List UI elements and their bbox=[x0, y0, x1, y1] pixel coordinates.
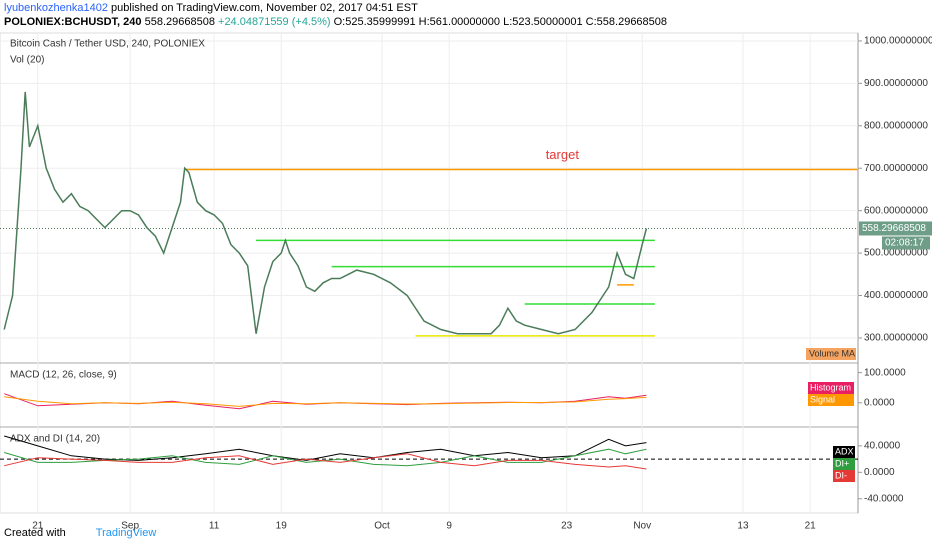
annotation: target bbox=[546, 147, 580, 162]
y-tick-label: 100.0000 bbox=[864, 367, 906, 378]
low: L:523.50000001 bbox=[503, 16, 583, 28]
y-tick-label: 40.0000 bbox=[864, 441, 901, 452]
x-tick-label: Nov bbox=[633, 521, 651, 532]
pane-title: Bitcoin Cash / Tether USD, 240, POLONIEX bbox=[10, 39, 205, 50]
chart: 21 Sep 11 19 Oct 9 23 Nov 13 21 300.00000000 400.00… bbox=[0, 32, 932, 532]
y-tick-label: 400.00000000 bbox=[864, 290, 928, 301]
x-tick-label: 23 bbox=[561, 521, 573, 532]
pane-title: ADX and DI (14, 20) bbox=[10, 434, 100, 445]
price-tag-label: 558.29668508 bbox=[862, 223, 926, 234]
legend-label: DI- bbox=[835, 470, 847, 480]
y-tick-label: 600.00000000 bbox=[864, 205, 928, 216]
x-tick-label: 21 bbox=[32, 521, 44, 532]
series-line bbox=[4, 393, 647, 410]
user[interactable]: lyubenkozhenka1402 bbox=[4, 2, 108, 14]
legend-label: ADX bbox=[835, 446, 854, 456]
x-tick-label: 9 bbox=[446, 521, 452, 532]
x-tick-label: Sep bbox=[121, 521, 139, 532]
y-tick-label: 500.00000000 bbox=[864, 248, 928, 259]
countdown-label: 02:08:17 bbox=[885, 238, 924, 249]
legend-swatch bbox=[833, 458, 855, 470]
y-tick-label: 800.00000000 bbox=[864, 120, 928, 131]
last: 558.29668508 bbox=[144, 16, 215, 28]
pane-subtitle: Vol (20) bbox=[10, 55, 44, 66]
created: Created with bbox=[4, 527, 66, 539]
countdown-tag bbox=[882, 236, 930, 250]
legend-label: DI+ bbox=[835, 458, 849, 468]
y-tick-label: 0.0000 bbox=[864, 397, 895, 408]
y-tick-label: 300.00000000 bbox=[864, 333, 928, 344]
footer: Created with TradingView bbox=[4, 527, 156, 539]
open: O:525.35999991 bbox=[333, 16, 416, 28]
x-tick-label: 19 bbox=[276, 521, 288, 532]
legend-label: Histogram bbox=[810, 382, 851, 392]
y-tick-label: 0.0000 bbox=[864, 467, 895, 478]
volume-tag bbox=[806, 348, 856, 360]
pane-title: MACD (12, 26, close, 9) bbox=[10, 370, 117, 381]
series-line bbox=[4, 448, 647, 467]
header: lyubenkozhenka1402 published on TradingV… bbox=[4, 1, 924, 29]
x-tick-label: Oct bbox=[374, 521, 390, 532]
y-tick-label: -40.0000 bbox=[864, 493, 904, 504]
series-line bbox=[4, 435, 647, 461]
high: H:561.00000000 bbox=[418, 16, 501, 28]
x-tick-label: 11 bbox=[209, 521, 220, 532]
legend-swatch bbox=[833, 446, 855, 458]
series-line bbox=[4, 453, 647, 470]
series-line bbox=[3, 91, 648, 335]
published: published on TradingView.com, November 0… bbox=[111, 2, 418, 14]
y-tick-label: 700.00000000 bbox=[864, 163, 928, 174]
change: +24.04871559 (+4.5%) bbox=[218, 16, 331, 28]
legend-swatch bbox=[833, 470, 855, 482]
legend-label: Signal bbox=[810, 394, 835, 404]
close: C:558.29668508 bbox=[585, 16, 668, 28]
x-tick-label: 13 bbox=[737, 521, 749, 532]
price-tag bbox=[859, 221, 932, 236]
brand[interactable]: TradingView bbox=[95, 527, 157, 539]
symbol: POLONIEX:BCHUSDT, 240 bbox=[4, 16, 142, 28]
x-tick-label: 21 bbox=[805, 521, 817, 532]
frame bbox=[0, 32, 859, 514]
volume-label: Volume MA bbox=[809, 348, 855, 358]
legend-swatch bbox=[808, 394, 854, 406]
series-line bbox=[4, 396, 647, 407]
y-tick-label: 900.00000000 bbox=[864, 78, 928, 89]
legend-swatch bbox=[808, 382, 854, 394]
y-tick-label: 1000.00000000 bbox=[864, 36, 932, 47]
